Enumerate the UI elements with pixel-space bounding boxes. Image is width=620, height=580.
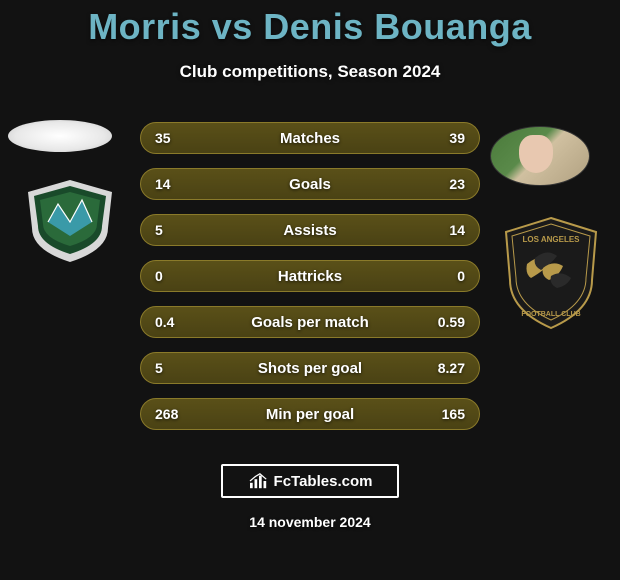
- stat-row: 35 Matches 39: [140, 122, 480, 154]
- stat-label: Goals: [141, 176, 479, 193]
- stat-right-value: 39: [449, 130, 465, 146]
- stat-label: Hattricks: [141, 268, 479, 285]
- stat-left-value: 268: [155, 406, 178, 422]
- stat-row: 268 Min per goal 165: [140, 398, 480, 430]
- stat-label: Goals per match: [141, 314, 479, 331]
- stat-left-value: 0: [155, 268, 163, 284]
- stat-left-value: 0.4: [155, 314, 174, 330]
- stats-table: 35 Matches 39 14 Goals 23 5 Assists 14 0…: [140, 122, 480, 444]
- brand-badge: FcTables.com: [221, 464, 399, 498]
- comparison-date: 14 november 2024: [0, 514, 620, 530]
- stat-label: Assists: [141, 222, 479, 239]
- svg-text:FOOTBALL CLUB: FOOTBALL CLUB: [521, 311, 580, 318]
- stat-left-value: 35: [155, 130, 171, 146]
- stat-row: 5 Assists 14: [140, 214, 480, 246]
- stat-label: Min per goal: [141, 406, 479, 423]
- stat-right-value: 8.27: [438, 360, 465, 376]
- page-title: Morris vs Denis Bouanga: [0, 0, 620, 48]
- player-avatar-left: [8, 120, 112, 152]
- chart-icon: [248, 472, 270, 490]
- stat-label: Shots per goal: [141, 360, 479, 377]
- stat-row: 14 Goals 23: [140, 168, 480, 200]
- stat-label: Matches: [141, 130, 479, 147]
- stat-row: 5 Shots per goal 8.27: [140, 352, 480, 384]
- player-avatar-right: [490, 126, 590, 186]
- stat-left-value: 5: [155, 222, 163, 238]
- stat-left-value: 14: [155, 176, 171, 192]
- svg-text:LOS ANGELES: LOS ANGELES: [522, 235, 580, 244]
- stat-right-value: 165: [442, 406, 465, 422]
- club-logo-left: [20, 178, 120, 264]
- brand-text: FcTables.com: [274, 473, 373, 490]
- stat-left-value: 5: [155, 360, 163, 376]
- stat-right-value: 0.59: [438, 314, 465, 330]
- club-logo-right: LOS ANGELES FOOTBALL CLUB: [500, 216, 602, 330]
- page-subtitle: Club competitions, Season 2024: [0, 62, 620, 82]
- stat-right-value: 23: [449, 176, 465, 192]
- stat-right-value: 14: [449, 222, 465, 238]
- stat-row: 0.4 Goals per match 0.59: [140, 306, 480, 338]
- stat-row: 0 Hattricks 0: [140, 260, 480, 292]
- stat-right-value: 0: [457, 268, 465, 284]
